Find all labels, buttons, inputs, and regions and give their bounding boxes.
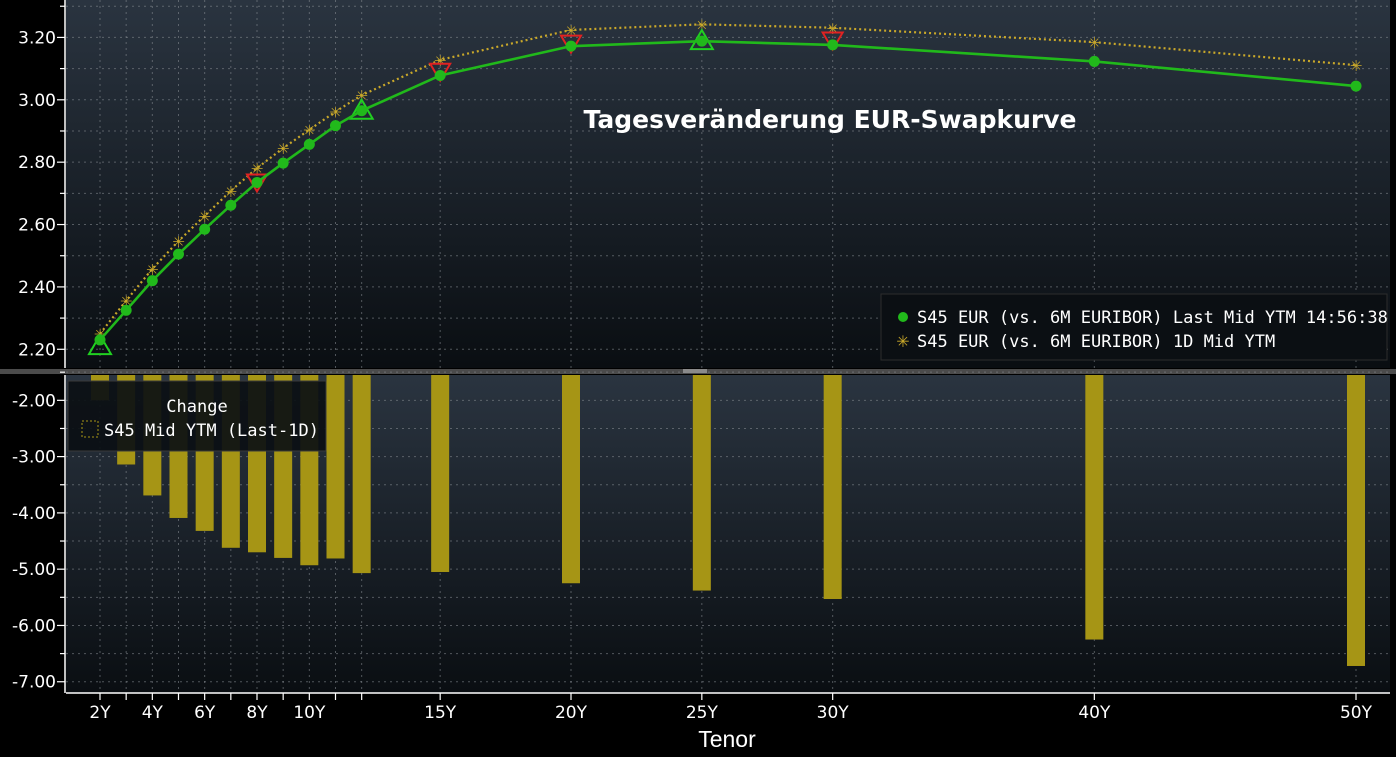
y-tick-label: -4.00 <box>12 504 56 524</box>
series-1d-point: ✳ <box>198 208 211 226</box>
series-last-point <box>225 199 237 211</box>
y-tick-label: -7.00 <box>12 673 56 693</box>
lower-y-axis: -2.00 -3.00 -4.00 -5.00 -6.00 -7.00 <box>12 371 66 693</box>
x-axis-title: Tenor <box>698 726 756 752</box>
y-tick-label: -6.00 <box>12 616 56 636</box>
lower-legend: Change S45 Mid YTM (Last-1D) <box>67 380 327 452</box>
y-tick-label: -5.00 <box>12 560 56 580</box>
y-tick-label: 2.40 <box>18 278 56 298</box>
y-tick-label: 2.60 <box>18 216 56 236</box>
series-1d-point: ✳ <box>303 122 316 140</box>
change-bar <box>326 375 345 559</box>
series-last-point <box>1350 80 1362 92</box>
x-tick-label: 4Y <box>142 703 164 723</box>
series-1d-point: ✳ <box>1088 34 1101 52</box>
legend-change-swatch <box>81 420 99 438</box>
series-last-point <box>303 138 315 150</box>
chart-title: Tagesveränderung EUR-Swapkurve <box>584 105 1077 134</box>
series-last-point <box>330 120 341 132</box>
series-1d-point: ✳ <box>1350 57 1363 75</box>
series-1d-point: ✳ <box>826 20 839 38</box>
change-bar <box>352 375 371 574</box>
triangle-up-marker <box>689 28 715 51</box>
x-tick-label: 10Y <box>293 703 326 723</box>
series-last-point <box>173 248 184 260</box>
change-bar <box>562 375 580 584</box>
series-1d-point: ✳ <box>277 140 290 158</box>
series-last-point <box>146 275 158 287</box>
series-1d-point: ✳ <box>329 104 342 122</box>
lower-legend-title: Change <box>166 397 227 417</box>
x-tick-label: 50Y <box>1340 703 1373 723</box>
x-tick-label: 30Y <box>817 703 850 723</box>
series-1d-point: ✳ <box>172 233 185 251</box>
series-1d-point: ✳ <box>225 183 238 201</box>
x-tick-label: 6Y <box>194 703 216 723</box>
x-axis: 2Y 4Y 6Y 8Y 10Y 15Y 20Y 25Y 30Y 40Y 50Y <box>66 692 1390 723</box>
change-bar <box>823 375 842 600</box>
y-tick-label: 3.20 <box>18 28 56 48</box>
series-1d-point: ✳ <box>696 16 709 34</box>
legend-last-marker <box>898 312 908 322</box>
change-bar <box>692 375 711 591</box>
upper-y-axis: 2.20 2.40 2.60 2.80 3.00 3.20 <box>18 0 66 368</box>
x-tick-label: 15Y <box>424 703 457 723</box>
triangle-down-marker <box>820 31 845 52</box>
x-tick-label: 8Y <box>246 703 268 723</box>
series-last-point <box>251 176 263 188</box>
panel-divider-handle[interactable] <box>683 369 707 373</box>
upper-legend-box <box>880 293 1388 361</box>
change-bar <box>431 375 450 572</box>
series-last-point <box>94 334 106 346</box>
legend-change-label: S45 Mid YTM (Last-1D) <box>104 421 319 441</box>
series-last-point <box>696 35 708 47</box>
series-last-point <box>120 304 132 316</box>
lower-grid <box>66 371 1390 693</box>
series-last-point <box>827 39 839 51</box>
y-tick-label: 2.20 <box>18 340 56 360</box>
legend-1d-marker: ✳ <box>896 332 909 351</box>
x-tick-label: 2Y <box>89 703 111 723</box>
triangle-up-marker <box>87 333 113 356</box>
series-1d-point: ✳ <box>434 52 447 70</box>
x-tick-label: 20Y <box>555 703 588 723</box>
legend-last-label: S45 EUR (vs. 6M EURIBOR) Last Mid YTM 14… <box>917 308 1388 328</box>
series-last-point <box>199 223 211 235</box>
y-tick-label: 3.00 <box>18 91 56 111</box>
series-last-point <box>356 105 368 117</box>
series-1d-point: ✳ <box>146 261 159 279</box>
upper-legend: S45 EUR (vs. 6M EURIBOR) Last Mid YTM 14… <box>880 293 1388 361</box>
series-last-point <box>1088 55 1100 67</box>
series-last-point <box>277 157 289 169</box>
x-tick-label: 40Y <box>1078 703 1111 723</box>
series-1d-point: ✳ <box>565 22 578 40</box>
x-tick-label: 25Y <box>686 703 719 723</box>
change-bar <box>1347 375 1365 666</box>
change-bar <box>1085 375 1104 640</box>
y-tick-label: -3.00 <box>12 448 56 468</box>
y-tick-label: -2.00 <box>12 391 56 411</box>
y-tick-label: 2.80 <box>18 153 56 173</box>
series-last-point <box>565 40 577 52</box>
upper-series: ✳✳✳✳✳✳✳✳✳✳✳✳✳✳✳✳✳ <box>87 16 1363 356</box>
legend-1d-label: S45 EUR (vs. 6M EURIBOR) 1D Mid YTM <box>917 332 1275 352</box>
series-1d-line <box>99 23 1357 335</box>
series-1d-point: ✳ <box>355 87 368 105</box>
triangle-down-marker <box>428 62 452 83</box>
series-last-point <box>434 69 446 81</box>
lower-legend-box <box>67 380 327 452</box>
